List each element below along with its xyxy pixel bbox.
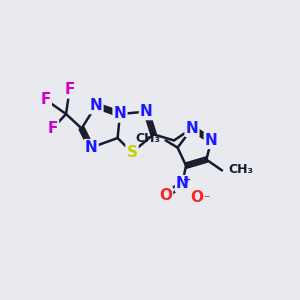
Text: S: S: [127, 145, 137, 160]
Text: N: N: [85, 140, 98, 155]
Text: CH₃: CH₃: [136, 131, 161, 145]
Text: O: O: [190, 190, 203, 206]
Text: N: N: [90, 98, 102, 113]
Text: F: F: [40, 92, 51, 107]
Text: +: +: [183, 175, 191, 185]
Text: N: N: [205, 133, 217, 148]
Text: F: F: [48, 121, 58, 136]
Text: N: N: [176, 176, 189, 191]
Text: N: N: [186, 121, 198, 136]
Text: O: O: [159, 188, 172, 203]
Text: CH₃: CH₃: [228, 163, 253, 176]
Text: N: N: [140, 104, 153, 119]
Text: F: F: [64, 82, 75, 98]
Text: ⁻: ⁻: [203, 193, 210, 206]
Text: N: N: [114, 106, 126, 122]
